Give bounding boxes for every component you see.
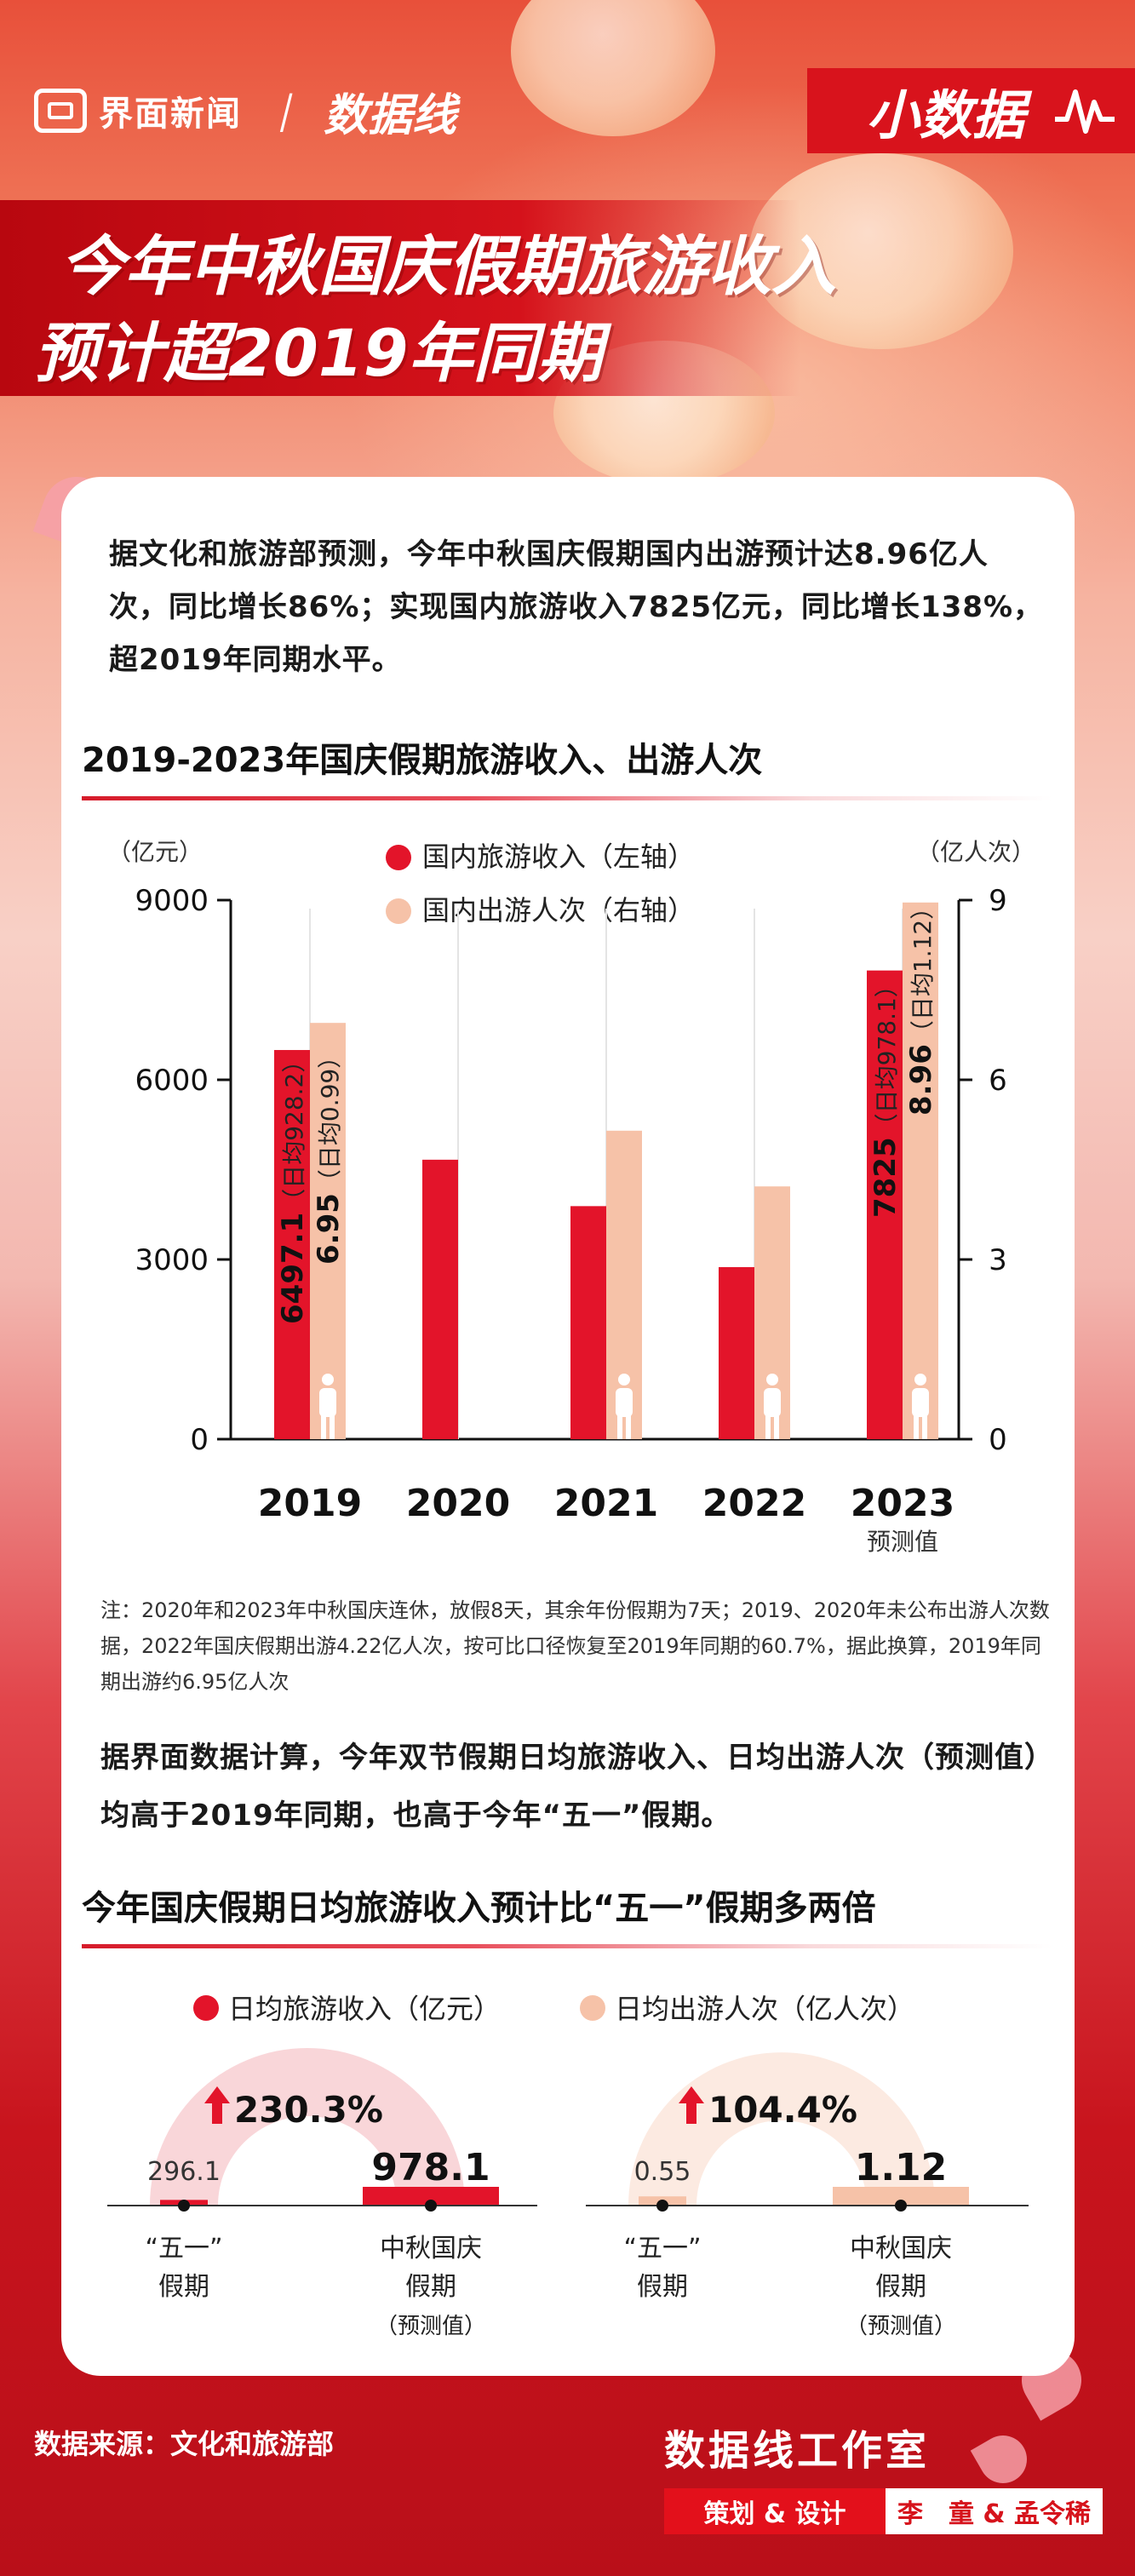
baseline-dot xyxy=(656,2200,668,2212)
legend-label: 国内旅游收入（左轴） xyxy=(422,840,695,873)
category-label: 假期 xyxy=(637,2272,688,2302)
growth-arc xyxy=(628,2052,935,2206)
column-tag-label: 小数据 xyxy=(866,84,1025,146)
headline-line-2: 预计超2019年同期 xyxy=(34,315,603,391)
right-tick-label: 3 xyxy=(989,1243,1007,1277)
legend-swatch xyxy=(580,1995,605,2021)
national-day-value: 1.12 xyxy=(855,2146,948,2189)
left-tick-label: 0 xyxy=(190,1423,209,1457)
may-day-value: 296.1 xyxy=(147,2157,221,2187)
intro-paragraph: 据文化和旅游部预测，今年中秋国庆假期国内出游预计达8.96亿人次，同比增长86%… xyxy=(109,537,1044,677)
credit-names: 李 童 & 孟令稀 xyxy=(886,2488,1103,2534)
daily-comparison-chart: 日均旅游收入（亿元） 日均出游人次（亿人次） 296.1 978.1 230.3% “五一… xyxy=(107,1993,1029,2339)
right-axis-unit: （亿人次） xyxy=(916,838,1035,866)
national-day-value: 978.1 xyxy=(371,2146,490,2189)
person-icon xyxy=(319,1374,336,1439)
legend-label: 日均出游人次（亿人次） xyxy=(615,1993,914,2025)
year-label: 2020 xyxy=(406,1482,510,1525)
datawire-logo: 数据线 xyxy=(324,89,457,141)
national-day-bar xyxy=(363,2187,499,2206)
outlet-name: 界面新闻 xyxy=(99,95,242,134)
up-arrow-icon xyxy=(679,2086,704,2124)
revenue-value-label: 7825（日均978.1） xyxy=(868,973,903,1218)
growth-label: 104.4% xyxy=(708,2089,857,2131)
left-tick-label: 9000 xyxy=(135,884,209,918)
visitors-bar xyxy=(606,1130,642,1439)
category-label: “五一” xyxy=(623,2234,701,2263)
lantern-decoration xyxy=(511,0,715,136)
credits: 策划 & 设计 李 童 & 孟令稀 xyxy=(664,2488,1103,2534)
legend-swatch xyxy=(193,1995,219,2021)
growth-label: 230.3% xyxy=(234,2089,383,2131)
chart-note: 注：2020年和2023年中秋国庆连休，放假8天，其余年份假期为7天；2019、… xyxy=(100,1598,1050,1694)
revenue-bar xyxy=(274,1050,310,1439)
analysis-paragraph: 据界面数据计算，今年双节假期日均旅游收入、日均出游人次（预测值）均高于2019年… xyxy=(100,1741,1054,1833)
headline-line-1: 今年中秋国庆假期旅游收入 xyxy=(60,228,836,304)
section-rule-1 xyxy=(82,796,1052,800)
headline: 今年中秋国庆假期旅游收入 预计超2019年同期 xyxy=(0,200,1135,396)
category-label: （预测值） xyxy=(375,2314,486,2339)
baseline-dot xyxy=(178,2200,190,2212)
right-tick-label: 9 xyxy=(989,884,1007,918)
studio-name: 数据线工作室 xyxy=(664,2427,931,2475)
headline-ribbon xyxy=(0,200,800,396)
section-rule-2 xyxy=(82,1944,1052,1948)
outlet-logo-icon xyxy=(34,89,87,133)
left-tick-label: 6000 xyxy=(135,1064,209,1098)
baseline-dot xyxy=(895,2200,907,2212)
category-label: 假期 xyxy=(158,2272,209,2302)
brand-separator: ｜ xyxy=(264,93,301,136)
baseline-dot xyxy=(425,2200,437,2212)
revenue-bar xyxy=(570,1206,606,1439)
person-icon xyxy=(616,1374,633,1439)
person-icon xyxy=(912,1374,929,1439)
forecast-note: 预测值 xyxy=(867,1528,938,1556)
category-label: （预测值） xyxy=(846,2314,956,2339)
category-label: 假期 xyxy=(875,2272,926,2302)
up-arrow-icon xyxy=(204,2086,230,2124)
category-label: “五一” xyxy=(145,2234,222,2263)
revenue-visitors-chart: （亿元） （亿人次）国内旅游收入（左轴）国内出游人次（右轴）03000600090… xyxy=(107,838,1035,1556)
national-day-bar xyxy=(833,2187,969,2206)
category-label: 中秋国庆 xyxy=(850,2234,952,2263)
right-tick-label: 0 xyxy=(989,1423,1007,1457)
year-label: 2022 xyxy=(702,1482,806,1525)
visitors-bar xyxy=(310,1023,346,1439)
revenue-bar xyxy=(719,1266,754,1439)
legend-swatch xyxy=(386,898,411,924)
revenue-bar xyxy=(867,970,903,1439)
data-source: 数据来源：文化和旅游部 xyxy=(34,2428,335,2460)
category-label: 假期 xyxy=(405,2272,456,2302)
growth-arc xyxy=(150,2048,465,2206)
visitors-value-label: 6.95（日均0.99） xyxy=(312,1045,346,1265)
left-axis-unit: （亿元） xyxy=(107,838,203,866)
person-icon xyxy=(764,1374,781,1439)
year-label: 2021 xyxy=(554,1482,658,1525)
legend-label: 日均旅游收入（亿元） xyxy=(228,1993,501,2025)
revenue-value-label: 6497.1（日均928.2） xyxy=(276,1049,310,1324)
legend-label: 国内出游人次（右轴） xyxy=(422,894,695,927)
column-tag: 小数据 xyxy=(807,68,1135,153)
legend-swatch xyxy=(386,845,411,870)
visitors-value-label: 8.96（日均1.12） xyxy=(904,896,938,1116)
credit-label: 策划 & 设计 xyxy=(664,2488,886,2534)
right-tick-label: 6 xyxy=(989,1064,1007,1098)
section-title-1: 2019-2023年国庆假期旅游收入、出游人次 xyxy=(82,741,763,780)
year-label: 2023 xyxy=(851,1482,954,1525)
year-label: 2019 xyxy=(258,1482,362,1525)
visitors-bar xyxy=(903,902,938,1439)
left-tick-label: 3000 xyxy=(135,1243,209,1277)
category-label: 中秋国庆 xyxy=(380,2234,482,2263)
revenue-bar xyxy=(422,1159,458,1439)
section-title-2: 今年国庆假期日均旅游收入预计比“五一”假期多两倍 xyxy=(82,1889,876,1928)
pulse-wave-icon xyxy=(1055,89,1115,134)
brand-bar: 界面新闻 ｜ 数据线 xyxy=(34,81,456,141)
may-day-value: 0.55 xyxy=(634,2157,691,2187)
